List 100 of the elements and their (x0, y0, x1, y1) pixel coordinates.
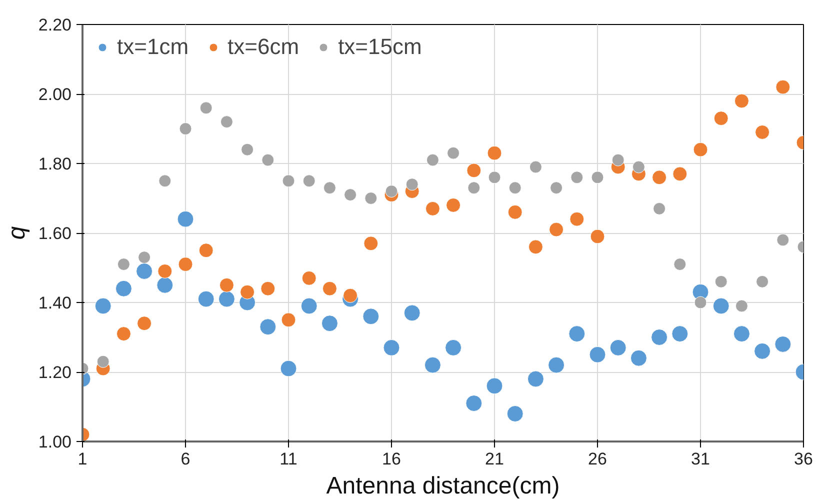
point (321, 315, 338, 332)
point (468, 182, 480, 194)
x-tick-label: 6 (180, 450, 190, 468)
point (776, 80, 790, 94)
point (220, 116, 233, 128)
point (774, 336, 792, 352)
y-tick-label: 1.40 (38, 294, 72, 312)
x-tick-label: 21 (485, 450, 504, 468)
point (241, 143, 254, 156)
point (240, 284, 255, 300)
point (466, 395, 482, 412)
point (300, 298, 318, 314)
point (406, 178, 418, 191)
y-tick-label: 2.00 (38, 85, 72, 104)
point (198, 243, 214, 258)
point (447, 146, 460, 160)
point (178, 257, 193, 272)
point (548, 356, 565, 374)
legend-label: tx=6cm (228, 34, 300, 60)
point (115, 280, 132, 297)
point (117, 258, 130, 271)
point (94, 298, 112, 314)
point (487, 146, 502, 160)
point (322, 281, 337, 296)
point (693, 142, 708, 157)
point (734, 94, 749, 108)
point (179, 122, 192, 135)
point (364, 192, 378, 204)
point (714, 111, 728, 126)
point (362, 308, 380, 325)
point (674, 258, 686, 271)
x-tick-label: 26 (588, 450, 607, 468)
point (302, 270, 316, 286)
point (280, 360, 297, 377)
x-tick-label: 31 (691, 450, 710, 468)
point (262, 154, 274, 166)
y-tick-label: 1.00 (38, 432, 72, 452)
x-tick-label: 16 (382, 450, 401, 468)
point (302, 174, 316, 188)
legend-label: tx=1cm (117, 34, 189, 60)
point (364, 236, 378, 251)
point (424, 356, 441, 374)
point (385, 185, 398, 198)
point (527, 370, 544, 388)
point (486, 378, 503, 394)
point (158, 264, 172, 278)
legend-label: tx=15cm (338, 34, 422, 60)
point (116, 326, 131, 342)
point (610, 339, 626, 356)
point (756, 275, 769, 288)
point (260, 318, 276, 336)
point (323, 182, 336, 194)
x-tick-label: 11 (280, 450, 298, 468)
point (198, 290, 214, 308)
point (383, 339, 400, 356)
point (177, 210, 194, 228)
point (568, 326, 586, 342)
point (714, 275, 728, 288)
point (694, 296, 707, 309)
point (96, 355, 110, 368)
point (528, 240, 543, 254)
point (651, 329, 668, 346)
point (219, 278, 234, 292)
y-tick-label: 2.20 (38, 16, 72, 34)
x-tick-label: 1 (78, 450, 88, 468)
point (630, 350, 647, 366)
point (570, 212, 584, 226)
point (612, 154, 624, 166)
point (632, 160, 645, 174)
point (218, 290, 235, 308)
point (137, 316, 152, 331)
point (282, 174, 295, 188)
y-tick-label: 1.80 (38, 154, 72, 174)
point (156, 276, 174, 294)
y-tick-label: 1.20 (38, 363, 72, 382)
point (672, 166, 688, 182)
point (652, 170, 667, 185)
point (712, 298, 730, 314)
point (549, 222, 564, 237)
point (590, 229, 605, 244)
point (445, 339, 462, 356)
point (343, 288, 358, 303)
point (158, 174, 172, 188)
point (136, 262, 153, 280)
point (506, 405, 524, 422)
point (591, 171, 604, 184)
x-axis-title: Antenna distance(cm) (326, 472, 560, 500)
point (488, 171, 501, 184)
point (466, 163, 482, 178)
point (653, 202, 666, 215)
point (735, 300, 748, 312)
point (446, 198, 461, 212)
point (776, 234, 790, 246)
point (570, 171, 584, 184)
point (589, 346, 606, 363)
point (200, 102, 212, 114)
point (260, 281, 276, 296)
point (281, 312, 296, 328)
y-axis-title: q (3, 226, 30, 240)
point (508, 182, 522, 194)
